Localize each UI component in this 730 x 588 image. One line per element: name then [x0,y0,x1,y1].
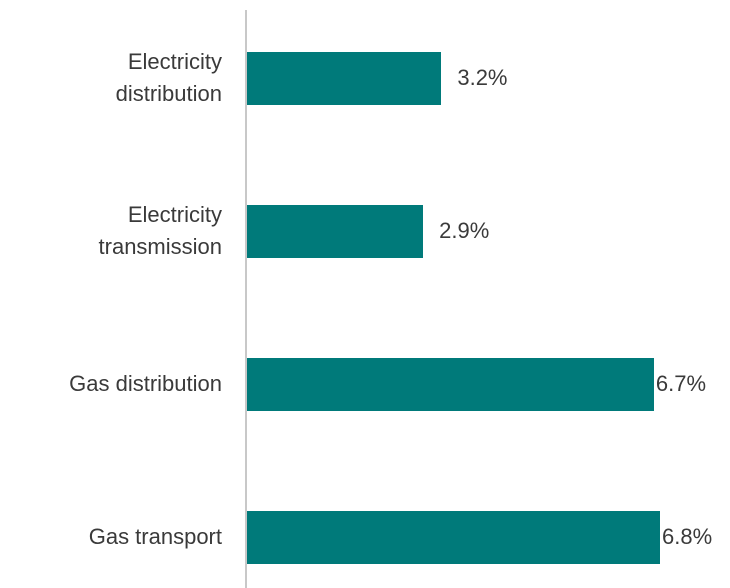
value-label: 6.7% [655,371,707,396]
bar [247,357,654,411]
category-label: Gas transport [88,524,222,549]
category-label: Electricity transmission [98,202,222,259]
bar [247,510,660,564]
value-label: 2.9% [439,218,490,243]
value-label: 6.8% [662,524,713,549]
category-label: Gas distribution [69,371,222,396]
category-axis [245,10,247,588]
bar [247,204,424,258]
bar [247,51,442,105]
category-label: Electricity distribution [115,49,222,106]
value-label: 3.2% [457,65,508,90]
